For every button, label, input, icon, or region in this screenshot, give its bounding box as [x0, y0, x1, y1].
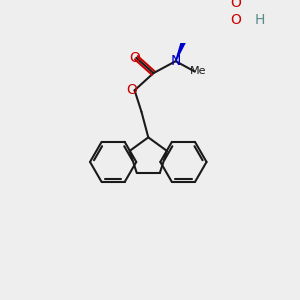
- Text: O: O: [230, 0, 241, 10]
- Text: H: H: [254, 13, 265, 27]
- Polygon shape: [176, 34, 188, 61]
- Text: N: N: [170, 54, 181, 68]
- Text: O: O: [129, 51, 140, 65]
- Text: O: O: [230, 13, 241, 27]
- Text: Me: Me: [190, 66, 206, 76]
- Text: O: O: [127, 83, 137, 97]
